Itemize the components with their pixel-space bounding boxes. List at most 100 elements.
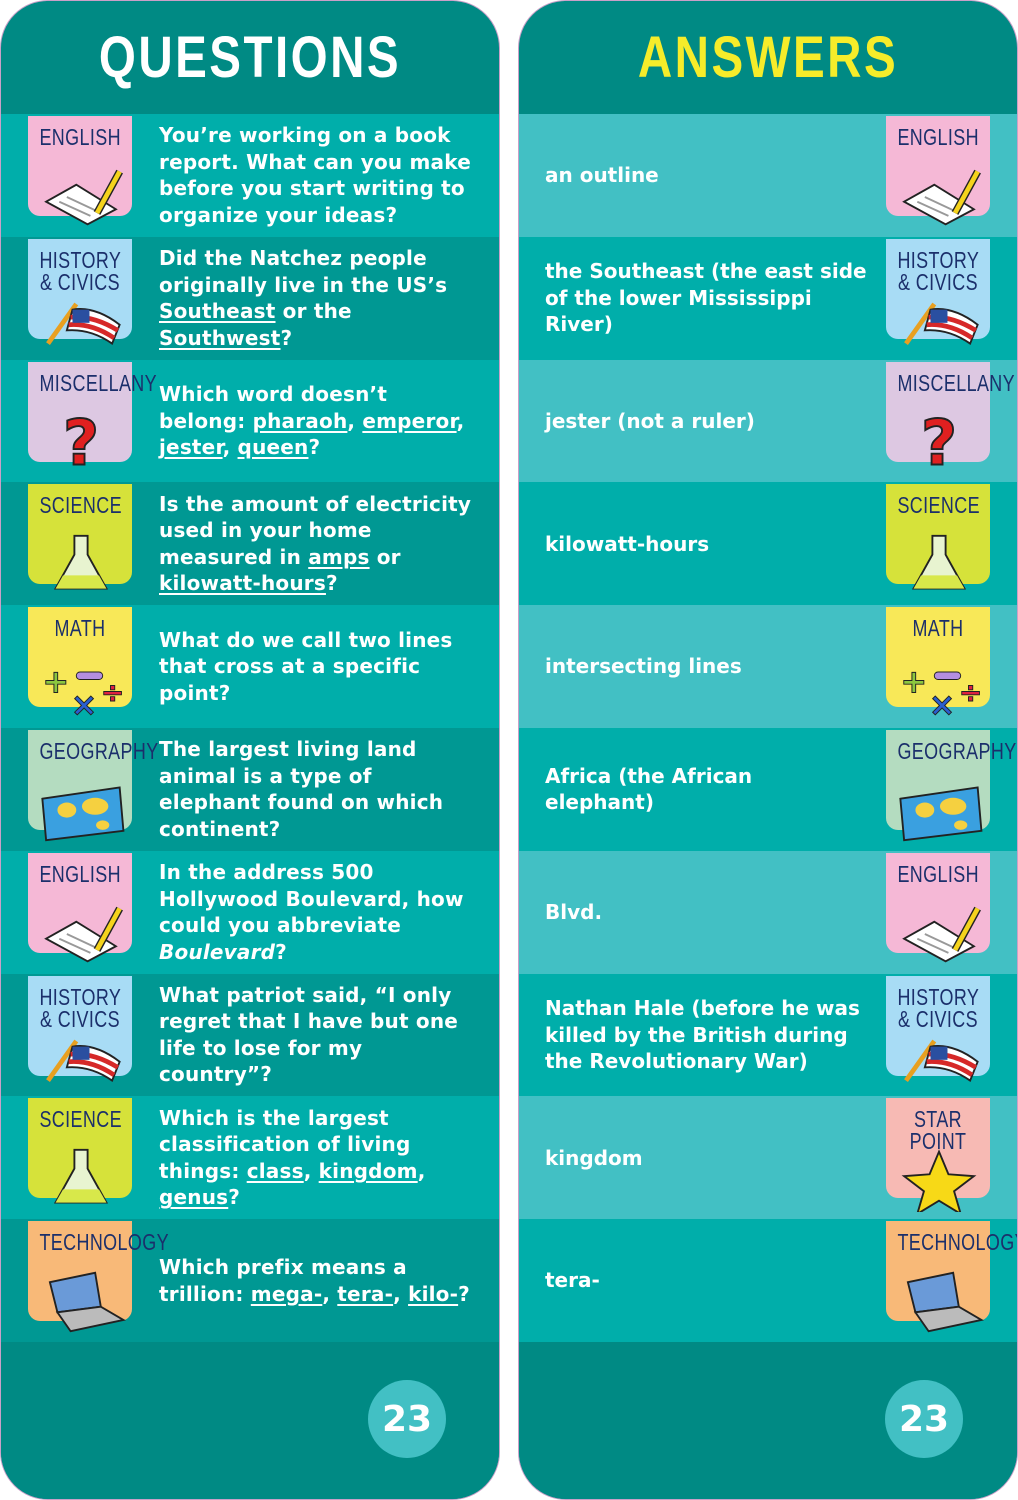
category-label: SCIENCE	[39, 492, 122, 519]
category-badge-english: ENGLISH	[28, 852, 132, 963]
question-text: Which prefix means a trillion: mega-, te…	[159, 1254, 477, 1307]
svg-text:÷: ÷	[101, 676, 125, 709]
category-label: TECHNOLOGY	[897, 1229, 1018, 1256]
answer-option: kingdom	[318, 1158, 418, 1183]
category-label: MATH	[54, 615, 106, 642]
answer-option: jester	[159, 435, 223, 460]
answer-option: queen	[237, 435, 309, 460]
category-badge-star: STAR POINT	[886, 1098, 990, 1213]
question-row: ENGLISH In the address 500 Hollywood Boul…	[1, 850, 499, 974]
category-badge-technology: TECHNOLOGY	[886, 1221, 1018, 1333]
math-symbols-icon: +× ÷	[900, 662, 983, 722]
us-flag-icon	[46, 302, 121, 345]
category-badge-misc: MISCELLANY?	[28, 361, 158, 476]
question-text: What do we call two lines that cross at …	[159, 627, 477, 707]
answer-text: jester (not a ruler)	[545, 408, 755, 433]
question-segment: What patriot said, “I only regret that I…	[159, 982, 459, 1087]
answer-option: mega-	[250, 1281, 323, 1306]
flask-icon	[53, 535, 109, 590]
category-badge-technology: TECHNOLOGY	[28, 1221, 169, 1333]
laptop-icon	[48, 1271, 126, 1333]
category-badge-history: HISTORY & CIVICS	[886, 975, 990, 1082]
svg-text:×: ×	[929, 686, 956, 722]
answer-text: Blvd.	[545, 899, 603, 924]
answer-option: class	[246, 1158, 304, 1183]
question-segment: ,	[303, 1158, 319, 1183]
category-label: ENGLISH	[897, 860, 979, 887]
answer-row: Blvd. ENGLISH	[519, 850, 1017, 974]
answer-row: jester (not a ruler) MISCELLANY?	[519, 359, 1017, 483]
category-label: GEOGRAPHY	[897, 737, 1017, 764]
answer-text: the Southeast (the east side of the lowe…	[545, 259, 867, 337]
answer-row: kingdom STAR POINT	[519, 1096, 1017, 1220]
category-badge-geography: GEOGRAPHY	[886, 729, 1017, 842]
world-map-icon	[41, 786, 125, 842]
question-text: In the address 500 Hollywood Boulevard, …	[159, 859, 477, 965]
category-badge-geography: GEOGRAPHY	[28, 729, 158, 842]
svg-text:÷: ÷	[959, 676, 983, 709]
question-segment: ,	[222, 435, 238, 460]
question-list: ENGLISH You’re working on a book report. …	[1, 114, 499, 1342]
question-segment: ?	[280, 325, 293, 350]
answer-row: an outline ENGLISH	[519, 114, 1017, 237]
answer-option: Southwest	[159, 325, 281, 350]
answer-text: Africa (the African elephant)	[545, 763, 753, 815]
card-footer: 23	[1, 1342, 499, 1499]
answer-option: emperor	[362, 408, 457, 433]
category-label: MISCELLANY	[39, 369, 158, 396]
question-segment: ,	[393, 1281, 409, 1306]
svg-text:?: ?	[921, 410, 957, 476]
answer-option: tera-	[337, 1281, 394, 1306]
question-segment: ?	[275, 939, 287, 964]
question-text: Did the Natchez people originally live i…	[159, 245, 477, 351]
category-label: HISTORY & CIVICS	[39, 246, 122, 295]
answer-row: Africa (the African elephant) GEOGRAPHY	[519, 727, 1017, 851]
question-segment: ?	[308, 435, 321, 460]
category-badge-math: MATH + × ÷	[886, 607, 990, 721]
answer-row: tera- TECHNOLOGY	[519, 1219, 1017, 1342]
question-row: ENGLISH You’re working on a book report. …	[1, 114, 499, 237]
answer-option: genus	[159, 1185, 229, 1210]
laptop-icon	[906, 1271, 984, 1333]
category-label: ENGLISH	[897, 124, 979, 150]
category-badge-history: HISTORY & CIVICS	[28, 238, 132, 345]
category-label: ENGLISH	[39, 124, 121, 150]
category-badge-english: ENGLISH	[886, 116, 990, 226]
answers-title: ANSWERS	[563, 1, 973, 114]
flask-icon	[911, 535, 967, 590]
category-label: STAR POINT	[909, 1106, 967, 1155]
answer-row: kilowatt-hours SCIENCE	[519, 482, 1017, 606]
flask-icon	[53, 1149, 109, 1204]
answer-option: pharaoh	[252, 408, 348, 433]
answer-text: an outline	[545, 163, 659, 188]
question-row: HISTORY & CIVICS Did the Natchez people o…	[1, 236, 499, 360]
svg-text:×: ×	[71, 686, 98, 722]
category-label: HISTORY & CIVICS	[897, 246, 980, 295]
question-segment: ,	[456, 408, 465, 433]
question-row: MATH + × ÷ What do we call two lines that cr…	[1, 605, 499, 728]
category-label: HISTORY & CIVICS	[897, 983, 980, 1032]
question-text: Which word doesn’t belong: pharaoh, empe…	[159, 381, 477, 461]
answers-card: ANSWERS an outline ENGLISH the Southeast (…	[518, 0, 1018, 1500]
answer-row: intersecting lines MATH + × ÷	[519, 605, 1017, 728]
question-segment: ?	[228, 1185, 241, 1210]
category-label: MISCELLANY	[897, 369, 1016, 396]
question-segment: The largest living land animal is a type…	[159, 737, 444, 841]
category-badge-english: ENGLISH	[28, 116, 132, 226]
question-segment: ?	[458, 1281, 470, 1306]
answer-text: kilowatt-hours	[545, 531, 710, 556]
answer-text: tera-	[545, 1268, 600, 1293]
answer-row: Nathan Hale (before he was killed by the…	[519, 973, 1017, 1097]
question-row: TECHNOLOGY Which prefix means a trillion:…	[1, 1219, 499, 1342]
question-row: MISCELLANY? Which word doesn’t belong: ph…	[1, 359, 499, 483]
question-text: The largest living land animal is a type…	[159, 736, 477, 842]
question-segment: ,	[347, 408, 363, 433]
question-row: SCIENCE Which is the largest classificati…	[1, 1096, 499, 1220]
math-symbols-icon: +× ÷	[42, 662, 125, 722]
category-badge-misc: MISCELLANY?	[886, 361, 1016, 476]
question-segment: Boulevard	[159, 939, 276, 964]
question-segment: ,	[322, 1281, 338, 1306]
answer-option: Southeast	[159, 299, 276, 324]
question-mark-icon: ?	[920, 410, 958, 476]
answer-list: an outline ENGLISH the Southeast (the east…	[519, 114, 1017, 1342]
